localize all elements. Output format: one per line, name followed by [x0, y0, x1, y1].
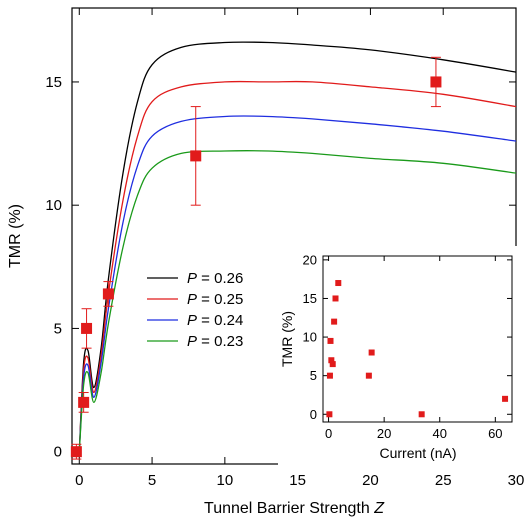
- inset-data-point: [332, 295, 339, 302]
- inset-data-point: [502, 395, 509, 402]
- inset-background: [278, 246, 518, 466]
- inset-x-tick-label: 40: [433, 426, 447, 441]
- inset-chart: 0 20 40 60 0 5 10 15 20 Current (nA) TMR (%): [278, 246, 518, 466]
- main-y-axis-label: TMR (%): [7, 204, 24, 268]
- inset-data-point: [326, 411, 333, 418]
- legend-label-3: P = 0.24: [187, 312, 243, 329]
- main-x-tick-label: 0: [75, 472, 83, 489]
- legend-label-1: P = 0.26: [187, 270, 243, 287]
- main-x-tick-label: 5: [148, 472, 156, 489]
- inset-x-axis-label: Current (nA): [379, 445, 456, 461]
- inset-y-tick-label: 15: [303, 291, 317, 306]
- main-chart: 0 5 10 15 20 25 30 0 5 10 15 Tunnel Barrier Streng…: [7, 7, 524, 517]
- inset-data-point: [328, 357, 335, 364]
- inset-y-tick-label: 10: [303, 330, 317, 345]
- main-y-tick-label: 0: [54, 444, 62, 461]
- data-point-square: [81, 322, 93, 334]
- inset-x-tick-label: 20: [377, 426, 391, 441]
- inset-data-point: [335, 280, 342, 287]
- main-x-axis-label: Tunnel Barrier Strength Z: [204, 500, 385, 517]
- inset-y-tick-label: 0: [310, 407, 317, 422]
- legend-label-2: P = 0.25: [187, 291, 243, 308]
- legend-label-4: P = 0.23: [187, 333, 243, 350]
- data-point-square: [78, 396, 90, 408]
- inset-y-axis-label: TMR (%): [279, 311, 295, 367]
- data-point-square: [430, 76, 442, 88]
- series-line-3: [78, 115, 517, 452]
- main-x-tick-label: 15: [289, 472, 306, 489]
- data-point-square: [190, 150, 202, 162]
- inset-data-point: [418, 411, 425, 418]
- main-x-tick-label: 30: [508, 472, 525, 489]
- inset-x-tick-label: 0: [325, 426, 332, 441]
- inset-data-point: [368, 349, 375, 356]
- inset-axis-ticks: 0 20 40 60 0 5 10 15 20: [303, 252, 512, 441]
- inset-data-points: [326, 280, 509, 418]
- legend: P = 0.26 P = 0.25 P = 0.24 P = 0.23: [147, 270, 243, 350]
- inset-data-point: [327, 337, 334, 344]
- main-x-tick-label: 25: [435, 472, 452, 489]
- inset-plot-frame: [322, 255, 513, 423]
- main-x-tick-label: 10: [217, 472, 234, 489]
- inset-data-point: [326, 372, 333, 379]
- series-line-4: [78, 150, 517, 452]
- main-x-tick-label: 20: [362, 472, 379, 489]
- inset-y-tick-label: 20: [303, 252, 317, 267]
- main-data-points: [70, 56, 442, 460]
- inset-data-point: [365, 372, 372, 379]
- main-y-tick-label: 5: [54, 320, 62, 337]
- main-y-tick-label: 15: [45, 74, 62, 91]
- data-point-square: [102, 288, 114, 300]
- main-y-tick-label: 10: [45, 197, 62, 214]
- inset-data-point: [329, 361, 336, 368]
- series-line-2: [78, 80, 517, 452]
- main-axis-ticks: 0 5 10 15 20 25 30 0 5 10 15: [45, 8, 524, 489]
- series-line-1: [78, 41, 517, 452]
- inset-data-point: [331, 318, 338, 325]
- main-series-lines: [78, 41, 517, 452]
- inset-y-tick-label: 5: [310, 368, 317, 383]
- inset-x-tick-label: 60: [488, 426, 502, 441]
- data-point-square: [70, 446, 82, 458]
